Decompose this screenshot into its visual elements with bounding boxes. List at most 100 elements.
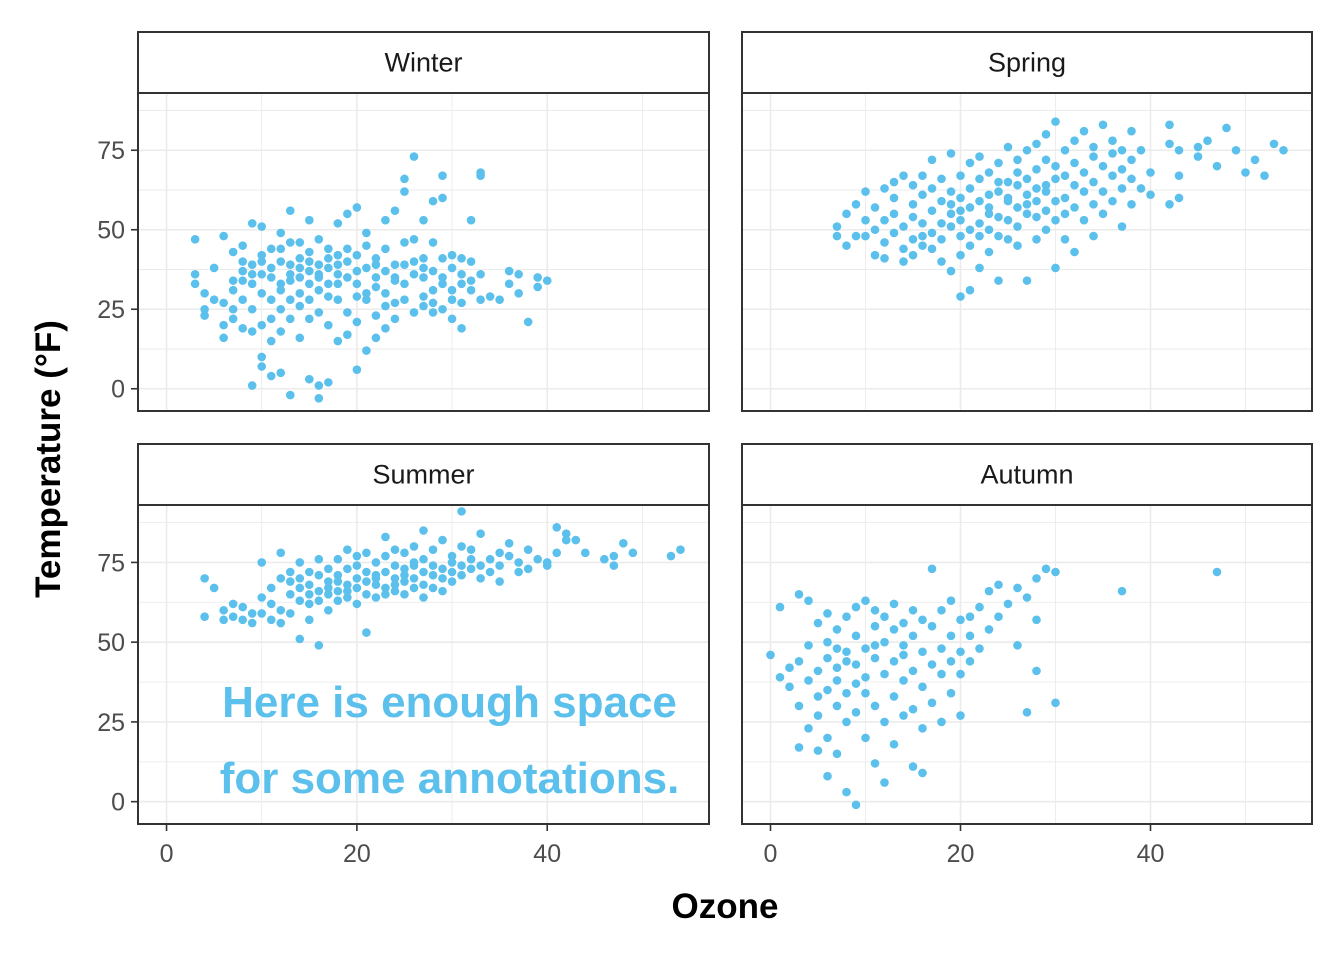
data-point bbox=[1022, 174, 1032, 184]
data-point bbox=[1108, 149, 1117, 158]
data-point bbox=[937, 605, 946, 615]
data-point bbox=[889, 177, 899, 187]
data-point bbox=[908, 762, 918, 771]
data-point bbox=[1013, 641, 1022, 650]
y-tick-label: 0 bbox=[111, 376, 125, 404]
data-point bbox=[314, 234, 324, 244]
data-point bbox=[870, 701, 880, 711]
data-point bbox=[956, 250, 965, 260]
data-point bbox=[419, 254, 428, 263]
data-point bbox=[918, 171, 927, 180]
strip-background bbox=[137, 31, 710, 94]
data-point bbox=[305, 590, 314, 599]
data-point bbox=[333, 250, 343, 260]
data-point bbox=[918, 682, 927, 692]
data-point bbox=[466, 545, 476, 554]
data-point bbox=[409, 558, 419, 567]
data-point bbox=[305, 314, 314, 324]
data-point bbox=[1013, 155, 1022, 165]
data-point bbox=[438, 574, 447, 583]
data-point bbox=[514, 269, 523, 279]
data-point bbox=[466, 554, 476, 564]
data-point bbox=[956, 193, 965, 203]
data-point bbox=[842, 787, 851, 797]
data-point bbox=[228, 276, 238, 285]
data-point bbox=[314, 641, 324, 650]
data-point bbox=[333, 260, 343, 270]
data-point bbox=[1022, 593, 1032, 602]
data-point bbox=[381, 215, 390, 225]
data-point bbox=[428, 561, 438, 570]
data-point bbox=[447, 285, 457, 295]
data-point bbox=[390, 580, 400, 590]
data-point bbox=[1079, 168, 1089, 177]
data-point bbox=[352, 292, 362, 301]
data-point bbox=[842, 717, 851, 727]
data-point bbox=[946, 657, 956, 666]
annotation-line: Here is enough space bbox=[222, 678, 677, 727]
data-point bbox=[457, 507, 466, 516]
data-point bbox=[1051, 117, 1060, 126]
data-point bbox=[775, 672, 785, 682]
data-point bbox=[1070, 158, 1079, 168]
data-point bbox=[1051, 263, 1060, 273]
data-point bbox=[956, 215, 965, 225]
data-point bbox=[1060, 209, 1070, 219]
data-point bbox=[390, 545, 400, 554]
data-point bbox=[371, 333, 381, 343]
data-point bbox=[438, 273, 447, 282]
data-point bbox=[390, 206, 400, 215]
data-point bbox=[1108, 196, 1117, 206]
data-point bbox=[314, 586, 324, 596]
data-point bbox=[1212, 161, 1222, 171]
data-point bbox=[362, 567, 371, 577]
data-point bbox=[965, 612, 975, 621]
data-point bbox=[1165, 120, 1174, 130]
data-point bbox=[305, 266, 314, 276]
data-point bbox=[1060, 193, 1070, 203]
data-point bbox=[485, 292, 495, 301]
data-point bbox=[533, 554, 542, 564]
data-point bbox=[851, 800, 861, 810]
data-point bbox=[276, 327, 286, 336]
data-point bbox=[390, 298, 400, 308]
data-point bbox=[390, 586, 400, 596]
data-point bbox=[1022, 190, 1032, 200]
data-point bbox=[266, 336, 276, 346]
data-point bbox=[1089, 200, 1098, 209]
data-point bbox=[352, 599, 362, 609]
data-point bbox=[880, 612, 889, 621]
data-point bbox=[324, 244, 333, 254]
data-point bbox=[333, 554, 343, 564]
data-point bbox=[352, 203, 362, 212]
data-point bbox=[190, 269, 200, 279]
data-point bbox=[381, 324, 390, 333]
data-point bbox=[946, 688, 956, 698]
y-tick-label: 25 bbox=[97, 296, 125, 324]
data-point bbox=[842, 612, 851, 621]
data-point bbox=[1032, 666, 1041, 676]
data-point bbox=[495, 577, 504, 586]
x-tick-label: 0 bbox=[160, 840, 174, 868]
data-point bbox=[1032, 615, 1041, 625]
data-point bbox=[889, 228, 899, 238]
data-point bbox=[975, 219, 984, 228]
data-point bbox=[333, 596, 343, 605]
data-point bbox=[305, 599, 314, 609]
data-point bbox=[285, 238, 295, 247]
data-point bbox=[305, 247, 314, 257]
data-point bbox=[1032, 196, 1041, 206]
data-point bbox=[1032, 212, 1041, 222]
data-point bbox=[447, 558, 457, 567]
data-point bbox=[238, 295, 247, 305]
data-point bbox=[400, 570, 409, 580]
data-point bbox=[842, 241, 851, 250]
data-point bbox=[927, 184, 937, 193]
data-point bbox=[533, 282, 542, 292]
data-point bbox=[247, 618, 257, 628]
data-point bbox=[1051, 215, 1060, 225]
data-point bbox=[209, 583, 219, 593]
data-point bbox=[918, 647, 927, 657]
data-point bbox=[428, 238, 438, 247]
